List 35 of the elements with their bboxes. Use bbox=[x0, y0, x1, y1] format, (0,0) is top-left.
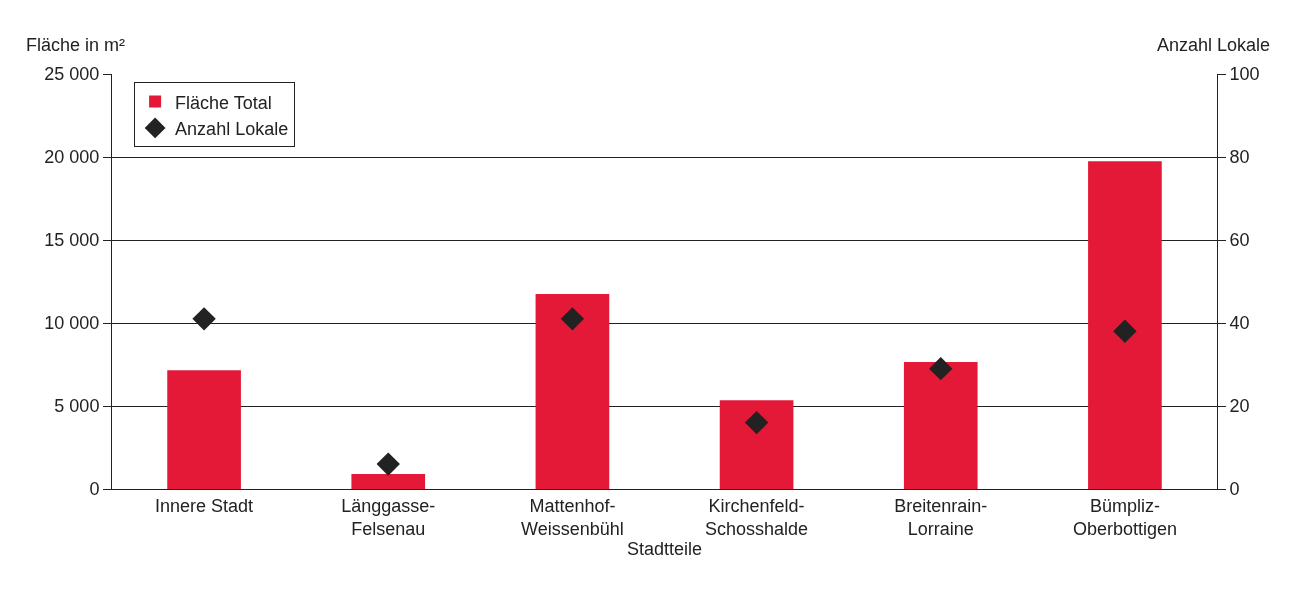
y2-axis-title: Anzahl Lokale bbox=[1157, 35, 1271, 55]
bar bbox=[167, 370, 241, 489]
y2-tick-label: 100 bbox=[1229, 64, 1260, 85]
point bbox=[1113, 319, 1137, 343]
y2-tick-label: 0 bbox=[1229, 479, 1240, 500]
y-axis-title: Fläche in m² bbox=[26, 35, 126, 55]
point bbox=[376, 452, 400, 476]
bar bbox=[903, 362, 978, 489]
x-tick-label: Bümpliz-Oberbottigen bbox=[1072, 495, 1177, 539]
y2-tick-label: 80 bbox=[1229, 147, 1250, 168]
x-tick-label: Innere Stadt bbox=[155, 495, 254, 516]
point bbox=[192, 307, 216, 331]
y2-tick-label: 20 bbox=[1229, 396, 1250, 417]
point bbox=[929, 356, 953, 381]
y2-tick-label: 60 bbox=[1229, 230, 1250, 251]
point bbox=[560, 307, 585, 331]
bar bbox=[1088, 161, 1162, 489]
y-tick-label: 20 000 bbox=[44, 147, 100, 168]
point bbox=[744, 410, 769, 435]
y2-tick-label: 40 bbox=[1229, 313, 1250, 334]
bar bbox=[719, 400, 794, 489]
x-tick-label: Kirchenfeld-Schosshalde bbox=[705, 495, 809, 539]
x-tick-label: Breitenrain-Lorraine bbox=[894, 495, 988, 539]
bar bbox=[535, 293, 610, 489]
x-tick-label: Mattenhof-Weissenbühl bbox=[521, 495, 624, 539]
legend-label: Fläche Total bbox=[175, 92, 272, 113]
y-tick-label: 10 000 bbox=[44, 313, 100, 334]
x-axis-title: Stadtteile bbox=[626, 539, 703, 560]
legend-label: Anzahl Lokale bbox=[175, 118, 289, 139]
y-tick-label: 0 bbox=[89, 479, 100, 500]
bar bbox=[351, 474, 426, 489]
x-tick-label: Länggasse-Felsenau bbox=[341, 495, 436, 539]
y-tick-label: 5 000 bbox=[54, 396, 100, 417]
y-tick-label: 25 000 bbox=[44, 64, 100, 85]
y-tick-label: 15 000 bbox=[44, 230, 100, 251]
